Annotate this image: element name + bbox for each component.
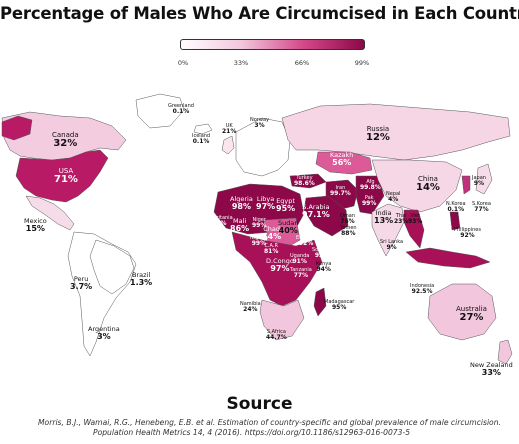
- label-car: C.A.R 81%: [264, 243, 279, 256]
- label-mexico: Mexico 15%: [24, 217, 47, 233]
- label-usa: USA 71%: [54, 167, 78, 186]
- country-iceland: [193, 123, 213, 135]
- label-kazakhstan: Kazakh 56%: [330, 151, 354, 167]
- country-australia: [427, 283, 497, 341]
- label-new-zealand: New Zealand 33%: [470, 361, 513, 377]
- label-ethiopia: Ethiopia 92%: [296, 235, 317, 248]
- country-greenland: [135, 93, 185, 129]
- label-philippines: Philippines 92%: [454, 227, 481, 240]
- legend-color-bar: [180, 39, 365, 50]
- country-india: [371, 203, 405, 257]
- legend-tick-99: 99%: [354, 59, 370, 67]
- label-uk: UK 21%: [222, 123, 237, 136]
- label-thailand: Thai 23%: [394, 213, 409, 226]
- country-kazakhstan: [315, 151, 373, 175]
- label-indonesia: Indonesia 92.5%: [410, 283, 435, 296]
- label-mauritania: Mauritania 99%: [206, 215, 233, 228]
- label-libya: Libya 97%: [256, 195, 276, 211]
- label-saudi-arabia: S.Arabia 97.1%: [302, 203, 330, 219]
- label-somalia: Somalia 93%: [312, 247, 333, 260]
- country-philippines: [449, 211, 461, 231]
- country-southern-africa: [259, 299, 305, 341]
- label-pakistan: Pak 99%: [362, 195, 377, 208]
- legend-tick-33: 33%: [233, 59, 249, 67]
- label-iceland: Iceland 0.1%: [192, 133, 211, 146]
- legend-tick-66: 66%: [294, 59, 310, 67]
- country-new-zealand: [497, 339, 513, 365]
- label-argentina: Argentina 3%: [88, 325, 120, 341]
- country-indonesia: [405, 247, 491, 269]
- label-brazil: Brazil 1.3%: [130, 271, 153, 287]
- label-oman: Oman 76%: [340, 213, 356, 226]
- label-yemen: Yemen 88%: [340, 225, 357, 238]
- country-canada: [1, 111, 127, 161]
- label-norway: Norway 3%: [250, 117, 269, 130]
- source-citation: Morris, B.J., Wamai, R.G., Henebeng, E.B…: [38, 418, 508, 439]
- country-alaska: [1, 115, 33, 141]
- label-canada: Canada 32%: [52, 131, 79, 150]
- country-turkey: [289, 173, 327, 189]
- citation-line-1: Morris, B.J., Wamai, R.G., Henebeng, E.B…: [38, 418, 501, 427]
- country-china: [371, 159, 463, 213]
- label-north-korea: N.Korea 0.1%: [446, 201, 466, 214]
- label-niger: Niger 99%: [252, 217, 267, 230]
- country-uk: [221, 135, 235, 155]
- label-egypt: Egypt 95%: [276, 197, 296, 213]
- world-map: [1, 93, 513, 365]
- label-madagascar: Madagascar 95%: [324, 299, 355, 312]
- label-peru: Peru 3.7%: [70, 275, 93, 291]
- label-algeria: Algeria 98%: [230, 195, 253, 211]
- country-sudan-chad: [263, 217, 301, 249]
- label-greenland: Greenland 0.1%: [168, 103, 194, 116]
- country-usa: [15, 149, 109, 203]
- label-australia: Australia 27%: [456, 305, 487, 324]
- legend-tick-0: 0%: [177, 59, 189, 67]
- country-mexico: [25, 195, 75, 231]
- label-sudan: Sudan 40%: [278, 219, 299, 235]
- label-russia: Russia 12%: [366, 125, 390, 144]
- label-mali: Mali 86%: [230, 217, 250, 233]
- label-uganda: Uganda 91%: [290, 253, 310, 266]
- label-vietnam: Viet 93%: [408, 213, 423, 226]
- country-korea: [461, 175, 471, 195]
- country-southeast-asia: [403, 209, 425, 249]
- country-europe: [235, 117, 291, 177]
- citation-line-2: Population Health Metrics 14, 4 (2016). …: [93, 428, 411, 438]
- label-chad: Chad 74%: [262, 225, 282, 241]
- country-saudi-arabia: [303, 195, 349, 237]
- label-namibia: Namibia 24%: [240, 301, 261, 314]
- label-nigeria: Nigeria 99%: [250, 235, 268, 248]
- label-south-korea: S.Korea 77%: [472, 201, 491, 214]
- label-japan: Japan 9%: [472, 175, 486, 188]
- source-heading: Source: [226, 394, 293, 414]
- label-turkey: Turkey 98.6%: [294, 175, 315, 188]
- country-central-africa: [231, 231, 323, 307]
- label-drc: D.Congo 97%: [266, 257, 294, 273]
- label-south-africa: S.Africa 44.7%: [266, 329, 287, 342]
- label-china: China 14%: [416, 175, 440, 194]
- label-sri-lanka: Sri Lanka 9%: [380, 239, 404, 252]
- label-kenya: Kenya 94%: [316, 261, 332, 274]
- label-nepal: Nepal 4%: [386, 191, 401, 204]
- map-title: Percentage of Males Who Are Circumcised …: [0, 4, 519, 23]
- label-india: India 13%: [374, 209, 394, 225]
- label-tanzania: Tanzania 77%: [290, 267, 312, 280]
- country-russia: [281, 103, 511, 161]
- label-iran: Iran 99.7%: [330, 185, 351, 198]
- label-afghanistan: Afg 99.8%: [360, 179, 381, 192]
- country-japan: [475, 163, 493, 195]
- country-madagascar: [313, 287, 327, 317]
- country-brazil: [89, 239, 135, 295]
